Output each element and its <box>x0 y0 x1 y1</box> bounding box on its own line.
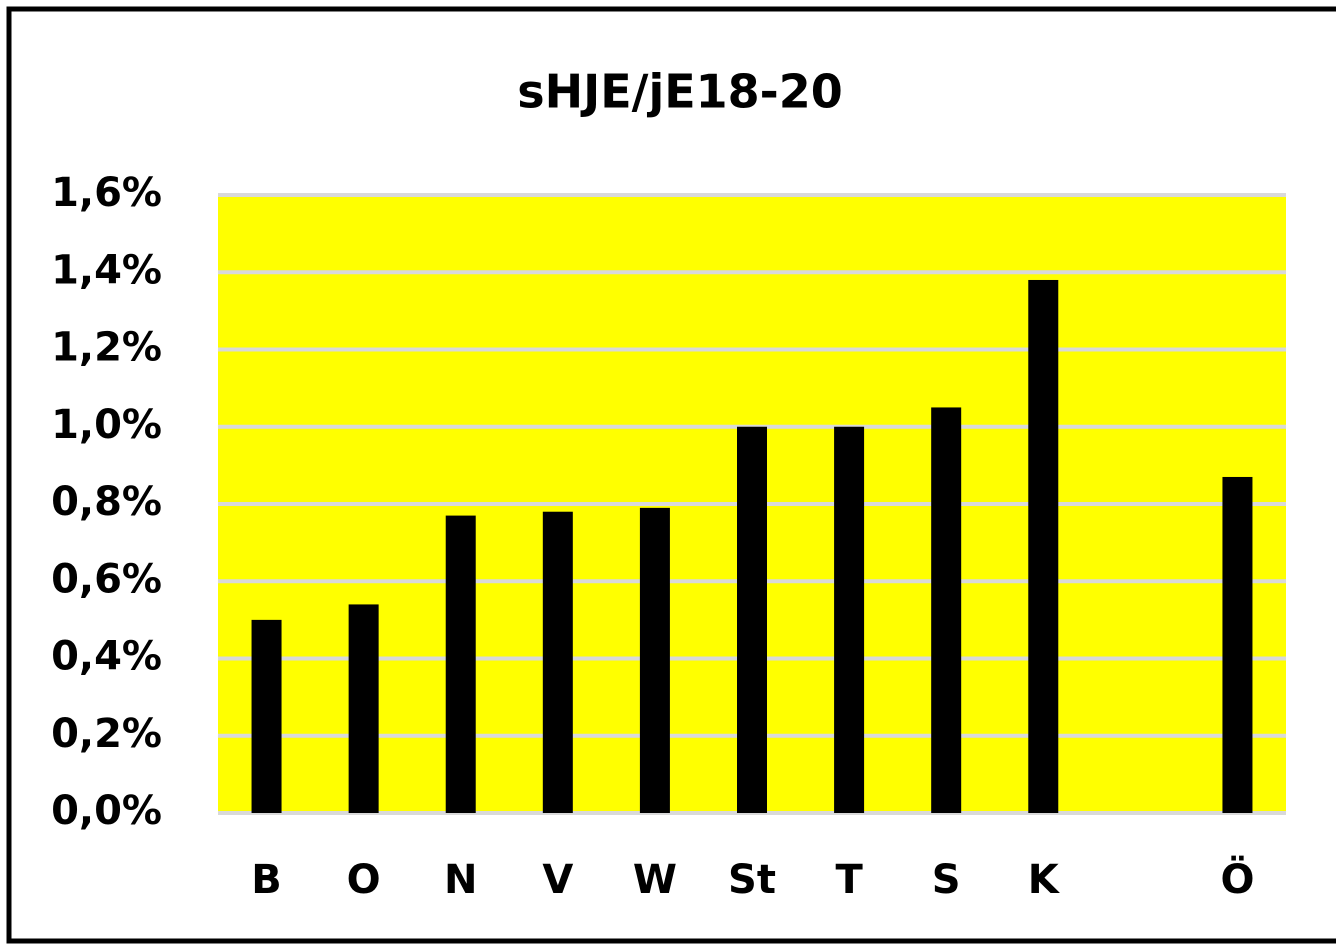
x-tick-label: O <box>347 857 381 903</box>
chart-title: sHJE/jE18-20 <box>517 65 843 119</box>
y-tick-label: 1,6% <box>51 170 162 216</box>
x-tick-label: S <box>932 857 961 903</box>
y-tick-label: 0,0% <box>51 788 162 834</box>
x-tick-label: Ö <box>1220 855 1254 903</box>
y-tick-label: 1,2% <box>51 325 162 371</box>
y-tick-label: 1,4% <box>51 247 162 293</box>
y-tick-label: 1,0% <box>51 402 162 448</box>
y-tick-label: 0,8% <box>51 479 162 525</box>
x-tick-label: St <box>728 857 776 903</box>
bar <box>542 511 573 813</box>
x-tick-label: T <box>835 857 863 903</box>
bar <box>737 426 767 813</box>
x-tick-label: N <box>444 857 477 903</box>
bar <box>251 619 282 813</box>
bar <box>348 604 379 813</box>
x-tick-label: V <box>542 857 573 903</box>
x-tick-label: K <box>1028 857 1061 903</box>
y-tick-label: 0,2% <box>51 711 162 757</box>
bar <box>1028 279 1059 814</box>
x-tick-label: B <box>251 857 282 903</box>
bar <box>834 426 865 813</box>
bar <box>931 407 962 813</box>
y-tick-label: 0,6% <box>51 556 162 602</box>
y-tick-label: 0,4% <box>51 634 162 680</box>
bar <box>639 507 670 813</box>
x-tick-label: W <box>633 857 677 903</box>
bar <box>445 515 476 813</box>
bar <box>1222 476 1253 813</box>
